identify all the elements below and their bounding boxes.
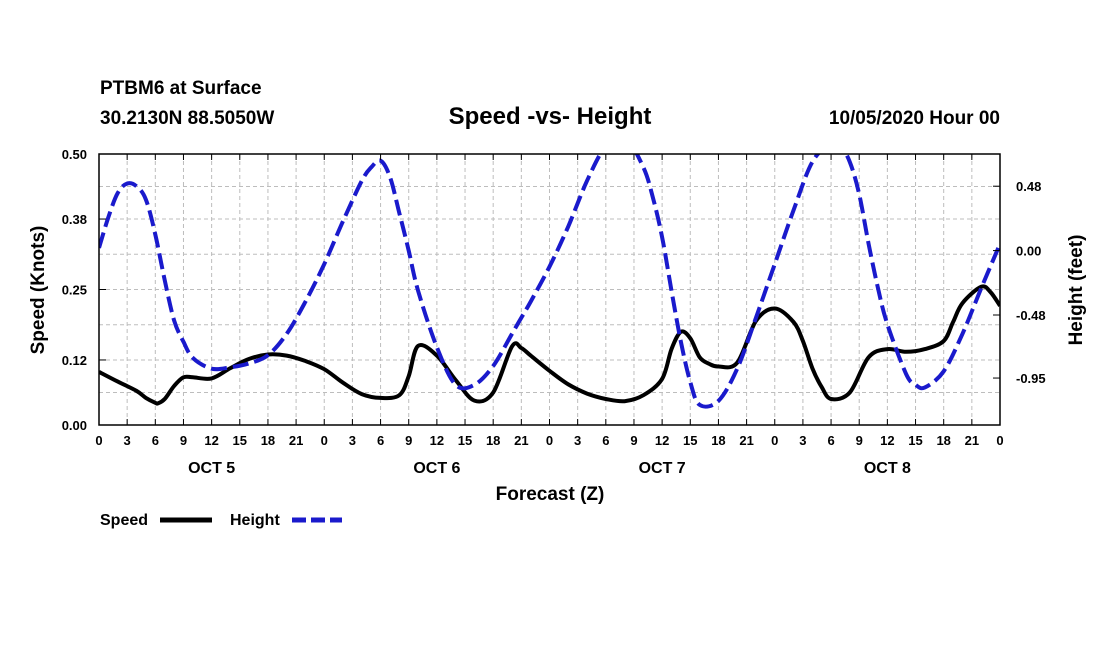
- x-tick-label: 18: [936, 433, 950, 448]
- left-axis-label: Speed (Knots): [28, 226, 49, 355]
- x-tick-label: 21: [514, 433, 528, 448]
- speed-line: [99, 284, 1000, 406]
- left-y-tick-label: 0.12: [62, 353, 87, 368]
- right-y-tick-label: -0.48: [1016, 308, 1046, 323]
- chart-title: Speed -vs- Height: [449, 103, 652, 130]
- height-line: [99, 154, 1000, 409]
- x-tick-label: 6: [152, 433, 159, 448]
- x-tick-label: 21: [739, 433, 753, 448]
- right-axis-label: Height (feet): [1066, 235, 1087, 346]
- gridlines: [99, 154, 1000, 425]
- x-tick-label: 12: [430, 433, 444, 448]
- right-y-tick-label: 0.48: [1016, 179, 1041, 194]
- x-tick-label: 21: [965, 433, 979, 448]
- station-label: PTBM6 at Surface: [100, 78, 262, 99]
- x-tick-label: 9: [630, 433, 637, 448]
- day-label: OCT 5: [188, 460, 235, 477]
- left-y-tick-label: 0.00: [62, 418, 87, 433]
- coordinates-label: 30.2130N 88.5050W: [100, 108, 274, 129]
- x-tick-label: 12: [655, 433, 669, 448]
- x-tick-label: 15: [458, 433, 472, 448]
- x-tick-label: 18: [486, 433, 500, 448]
- datetime-label: 10/05/2020 Hour 00: [829, 108, 1000, 129]
- x-tick-label: 6: [827, 433, 834, 448]
- x-tick-label: 9: [405, 433, 412, 448]
- x-tick-label: 0: [321, 433, 328, 448]
- x-tick-label: 15: [908, 433, 922, 448]
- left-y-tick-label: 0.25: [62, 283, 87, 298]
- x-tick-label: 0: [996, 433, 1003, 448]
- axes: 0 3 6 9 12 15 18 21 0 3 6 9 12 15 18 21 0 3 6 9 12 15 18 21 0 3 6 9…: [62, 147, 1046, 477]
- x-tick-label: 0: [95, 433, 102, 448]
- x-tick-label: 18: [711, 433, 725, 448]
- x-tick-label: 15: [233, 433, 247, 448]
- x-tick-label: 18: [261, 433, 275, 448]
- x-tick-label: 9: [180, 433, 187, 448]
- legend-height-label: Height: [230, 512, 280, 529]
- x-tick-label: 12: [880, 433, 894, 448]
- x-tick-label: 6: [602, 433, 609, 448]
- day-label: OCT 8: [864, 460, 911, 477]
- x-tick-label: 21: [289, 433, 303, 448]
- legend: Speed Height: [100, 512, 342, 529]
- legend-speed-label: Speed: [100, 512, 148, 529]
- x-tick-label: 3: [574, 433, 581, 448]
- series-lines: [99, 154, 1000, 409]
- left-y-tick-label: 0.50: [62, 147, 87, 162]
- right-y-tick-label: -0.95: [1016, 371, 1046, 386]
- x-tick-label: 0: [771, 433, 778, 448]
- x-tick-label: 6: [377, 433, 384, 448]
- x-tick-label: 3: [349, 433, 356, 448]
- left-y-tick-label: 0.38: [62, 212, 87, 227]
- right-y-tick-label: 0.00: [1016, 244, 1041, 259]
- x-axis-label: Forecast (Z): [496, 484, 605, 505]
- x-tick-label: 3: [799, 433, 806, 448]
- day-label: OCT 7: [639, 460, 686, 477]
- x-tick-label: 15: [683, 433, 697, 448]
- x-tick-label: 9: [856, 433, 863, 448]
- day-label: OCT 6: [413, 460, 460, 477]
- x-tick-label: 0: [546, 433, 553, 448]
- x-tick-label: 3: [124, 433, 131, 448]
- x-tick-label: 12: [204, 433, 218, 448]
